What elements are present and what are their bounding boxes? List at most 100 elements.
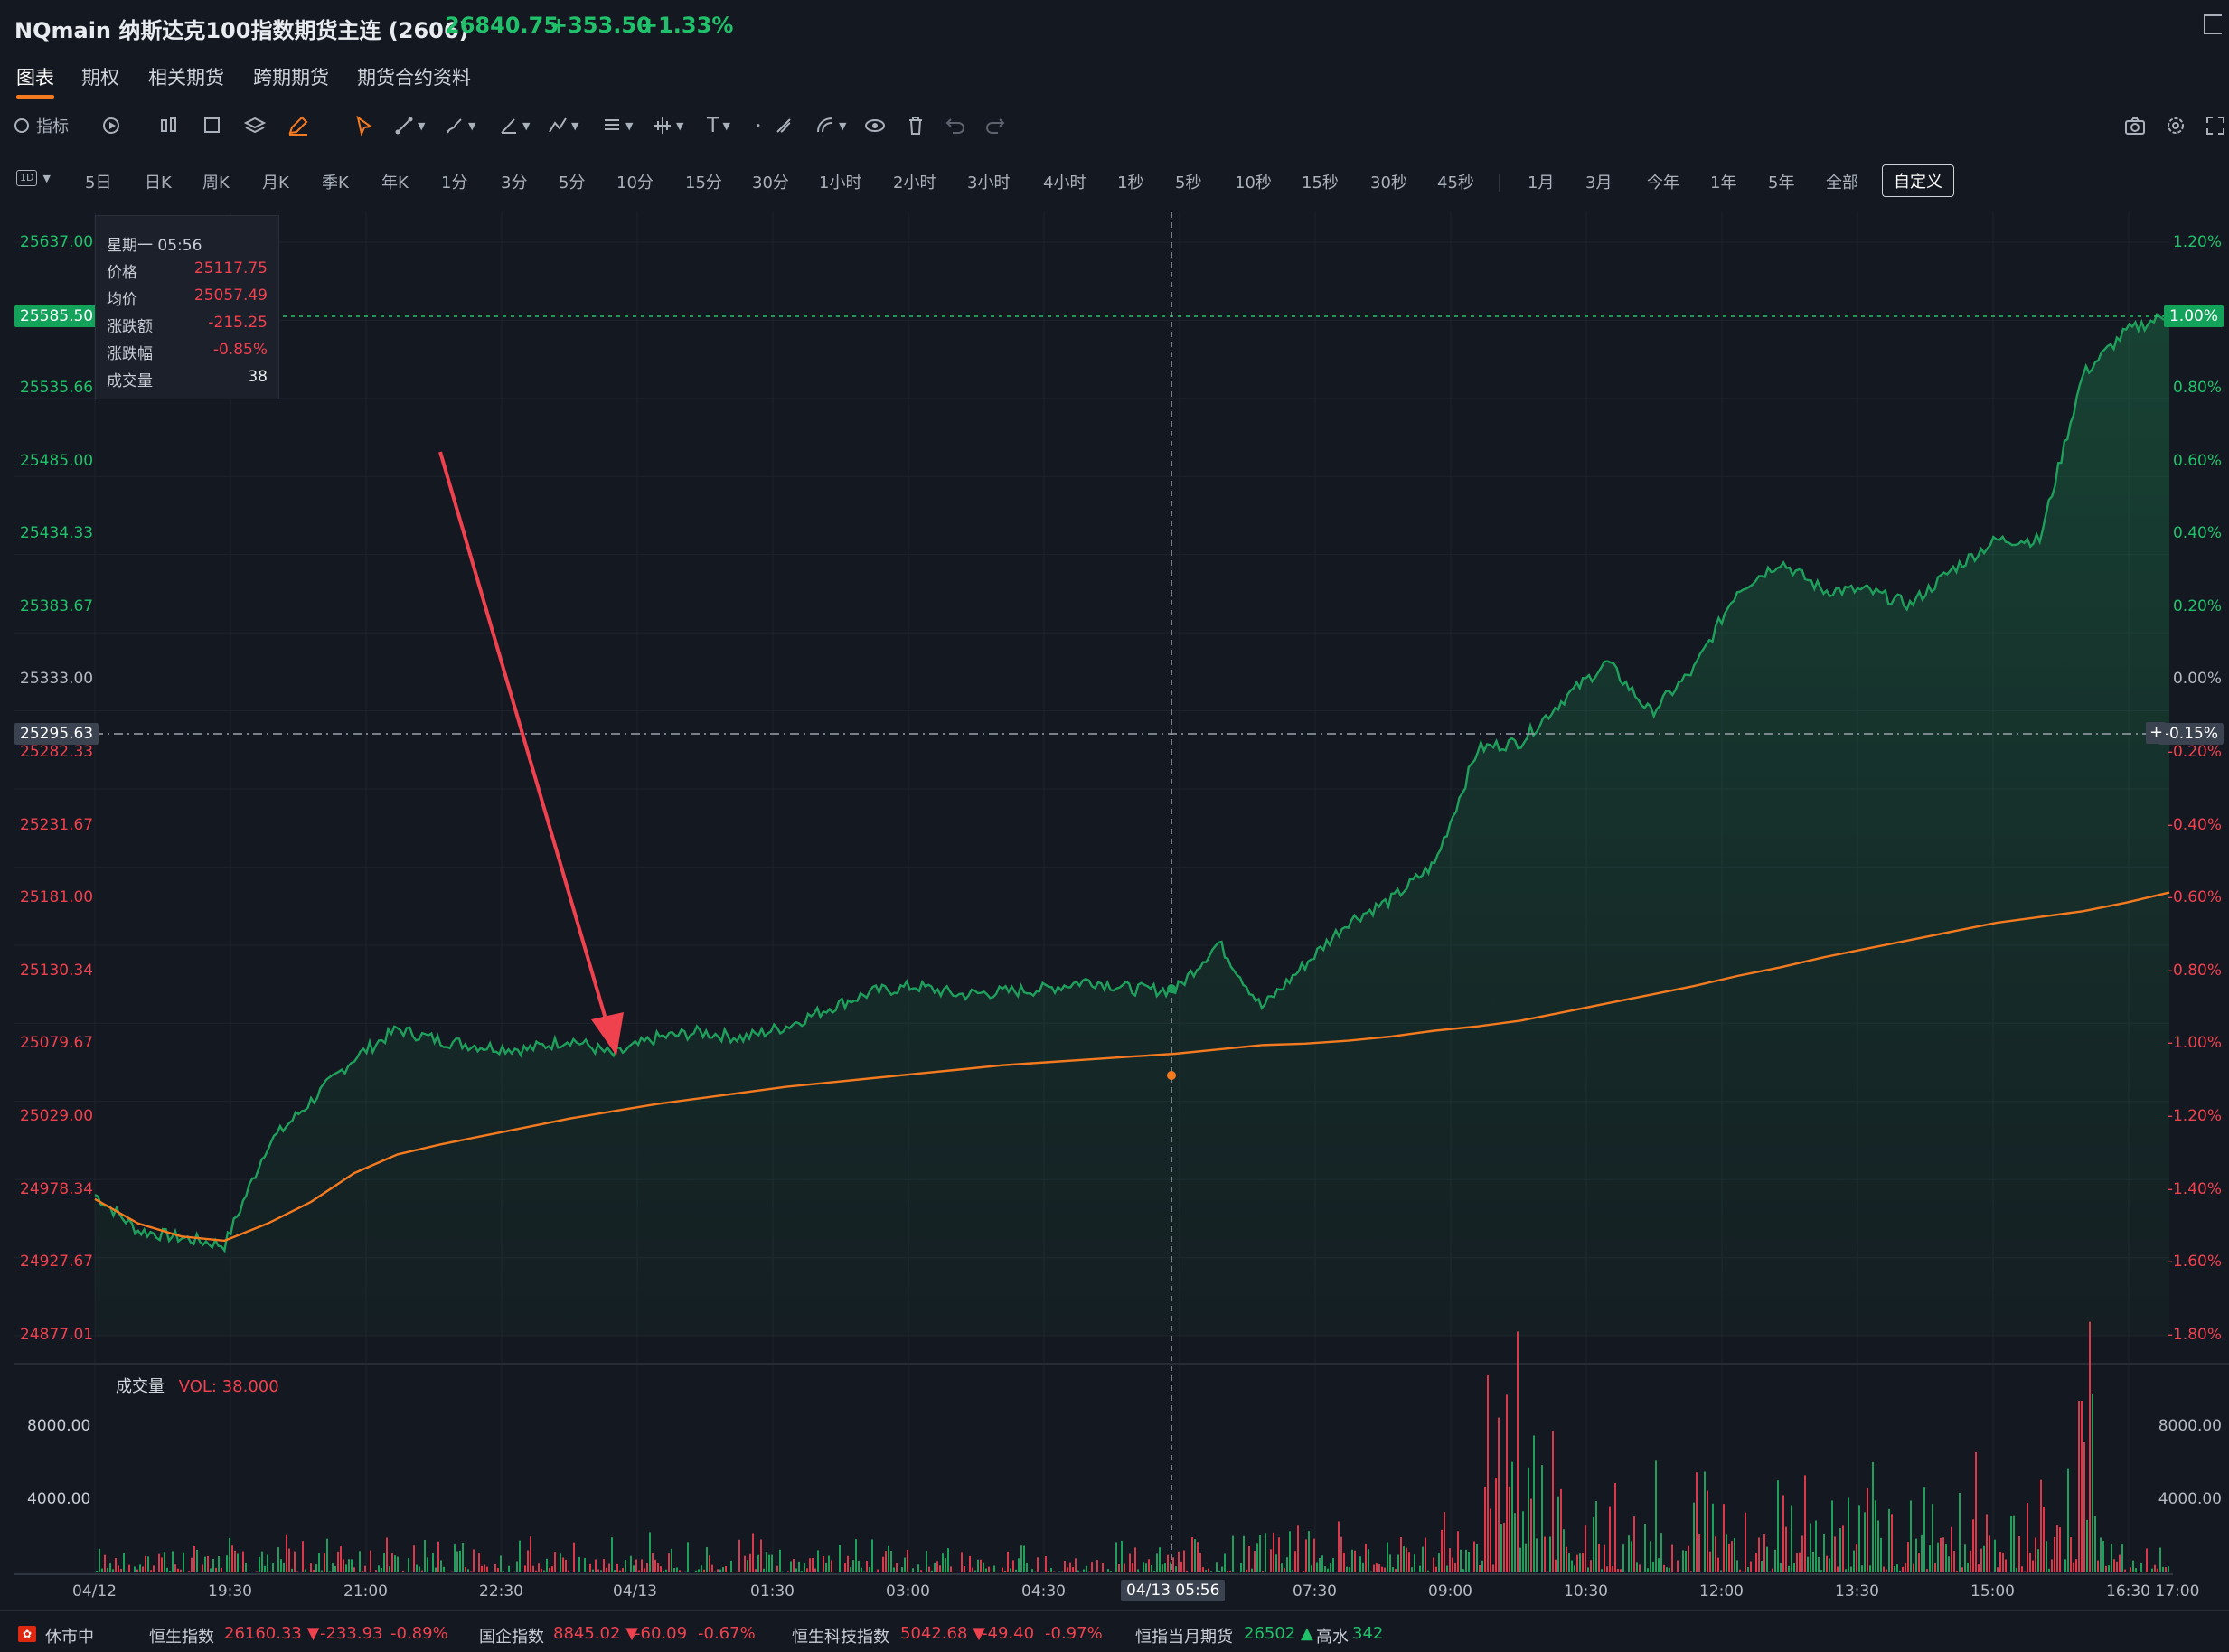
volume-bar xyxy=(118,1565,119,1572)
index-name[interactable]: 恒生指数 xyxy=(149,1624,214,1647)
volume-bar xyxy=(630,1556,632,1572)
volume-bar xyxy=(1414,1554,1415,1572)
volume-bar xyxy=(1896,1564,1898,1572)
tooltip-value: -0.85% xyxy=(213,341,268,363)
volume-bar xyxy=(191,1558,193,1572)
volume-bar xyxy=(551,1566,553,1572)
volume-bar xyxy=(161,1557,163,1572)
volume-bar xyxy=(259,1557,260,1572)
volume-bar xyxy=(619,1570,621,1572)
volume-bar xyxy=(1823,1534,1825,1572)
volume-bar xyxy=(1484,1487,1486,1572)
volume-bar xyxy=(193,1546,195,1572)
volume-bar xyxy=(280,1559,282,1572)
volume-bar xyxy=(1351,1550,1353,1572)
volume-bar xyxy=(573,1543,575,1572)
volume-bar xyxy=(1468,1552,1470,1572)
volume-bar xyxy=(1831,1500,1833,1572)
volume-bar xyxy=(1801,1535,1803,1572)
volume-bar xyxy=(1788,1566,1790,1572)
volume-bar xyxy=(454,1544,456,1572)
volume-bar xyxy=(1284,1568,1285,1572)
volume-bar xyxy=(823,1556,824,1572)
volume-bar xyxy=(945,1558,946,1572)
volume-bar xyxy=(145,1556,146,1572)
volume-bar xyxy=(1953,1551,1955,1572)
volume-bar xyxy=(904,1558,906,1572)
volume-bar xyxy=(1617,1569,1619,1572)
time-tick: 04/13 xyxy=(613,1582,657,1600)
volume-bar xyxy=(676,1567,678,1572)
price-tick: 25434.33 xyxy=(20,524,93,542)
volume-bar xyxy=(1579,1553,1581,1572)
volume-bar xyxy=(1427,1571,1429,1572)
index-name[interactable]: 恒生科技指数 xyxy=(792,1624,889,1647)
volume-bar xyxy=(432,1553,434,1572)
volume-bar xyxy=(1365,1544,1367,1572)
volume-bar xyxy=(1132,1563,1133,1572)
volume-bar xyxy=(1994,1540,1996,1572)
index-name[interactable]: 国企指数 xyxy=(479,1624,544,1647)
volume-bar xyxy=(1576,1555,1578,1572)
add-order-icon[interactable]: + xyxy=(2146,722,2166,744)
volume-bar xyxy=(378,1565,380,1572)
volume-bar xyxy=(1937,1543,1939,1572)
price-tick: 25535.66 xyxy=(20,379,93,397)
volume-bar xyxy=(614,1570,616,1572)
volume-bar xyxy=(1999,1552,2001,1572)
volume-bar xyxy=(1650,1541,1651,1572)
time-tick: 04/12 xyxy=(72,1582,117,1600)
volume-bar xyxy=(1273,1533,1274,1572)
volume-bar xyxy=(2064,1559,2066,1572)
volume-bar xyxy=(2089,1322,2091,1572)
volume-bar xyxy=(869,1567,870,1572)
volume-bar xyxy=(1172,1557,1174,1572)
volume-bar xyxy=(1907,1542,1909,1572)
volume-bar xyxy=(2027,1503,2028,1572)
volume-bar xyxy=(1048,1571,1049,1572)
volume-bar xyxy=(747,1560,748,1572)
hk-flag-icon: ✿ xyxy=(18,1626,36,1642)
volume-bar xyxy=(416,1564,418,1572)
volume-bar xyxy=(1479,1565,1481,1572)
volume-bar xyxy=(204,1557,206,1572)
volume-bar xyxy=(527,1550,529,1572)
volume-bar xyxy=(1050,1568,1052,1572)
volume-bar xyxy=(1387,1542,1388,1572)
volume-bar xyxy=(1666,1567,1668,1572)
volume-bar xyxy=(1593,1517,1594,1572)
volume-bar xyxy=(120,1569,122,1572)
volume-bar xyxy=(1156,1553,1158,1572)
volume-bar xyxy=(1481,1561,1483,1572)
volume-bar xyxy=(625,1560,626,1572)
volume-bar xyxy=(1232,1536,1234,1572)
volume-bar xyxy=(2119,1555,2121,1572)
volume-bar xyxy=(1191,1537,1193,1572)
volume-bar xyxy=(641,1559,643,1572)
volume-bar xyxy=(1324,1566,1326,1572)
volume-title-label: 成交量 xyxy=(116,1377,165,1396)
volume-bar xyxy=(1086,1566,1087,1572)
volume-bar xyxy=(2111,1544,2112,1572)
volume-bar xyxy=(1647,1568,1649,1572)
volume-bar xyxy=(1107,1569,1109,1572)
volume-bar xyxy=(386,1537,388,1572)
volume-bar xyxy=(329,1571,331,1572)
volume-bar xyxy=(1877,1520,1879,1572)
volume-bar xyxy=(1522,1511,1524,1572)
volume-bar xyxy=(291,1569,293,1572)
volume-bar xyxy=(1199,1553,1201,1572)
volume-bar xyxy=(850,1567,851,1572)
volume-bar xyxy=(1926,1569,1928,1572)
volume-bar xyxy=(1585,1525,1586,1572)
volume-bar xyxy=(1869,1565,1871,1572)
volume-bar xyxy=(1628,1535,1630,1572)
pct-tick: -0.40% xyxy=(2168,816,2222,834)
volume-bar xyxy=(936,1561,938,1572)
volume-bar xyxy=(115,1558,117,1572)
volume-bar xyxy=(435,1568,437,1572)
volume-bar xyxy=(974,1571,976,1572)
annotation-arrow[interactable] xyxy=(440,452,611,1037)
index-name[interactable]: 恒指当月期货 xyxy=(1135,1624,1233,1647)
